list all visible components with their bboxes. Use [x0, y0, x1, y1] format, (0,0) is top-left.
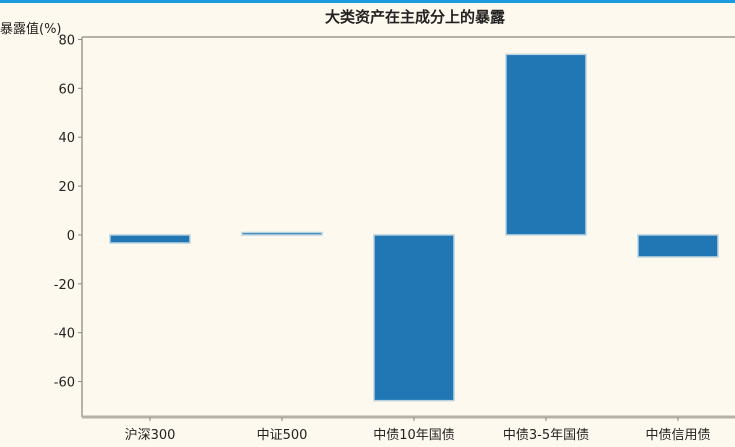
y-tick-label: 40 [58, 131, 75, 146]
y-tick-label: 0 [67, 229, 75, 244]
bar-4 [637, 234, 719, 258]
y-tick-label: -60 [54, 376, 75, 391]
x-tick-label: 沪深300 [125, 427, 176, 443]
y-tick-label: 20 [58, 180, 75, 195]
bar-0 [109, 234, 191, 244]
y-tick-label: -20 [54, 278, 75, 293]
y-tick-label: 60 [58, 82, 75, 97]
chart-title: 大类资产在主成分上的暴露 [325, 8, 506, 26]
window-top-border [0, 0, 735, 3]
x-tick-label: 中债信用债 [645, 428, 710, 443]
bar-3 [505, 53, 587, 236]
bar-1 [241, 231, 323, 236]
x-tick-label: 中债3-5年国债 [503, 428, 589, 443]
y-axis-label: 暴露值(%) [0, 21, 62, 37]
y-tick-label: -40 [54, 327, 75, 342]
bar-2 [373, 234, 455, 402]
x-tick-label: 中债10年国债 [373, 428, 455, 443]
x-tick-label: 中证500 [257, 428, 308, 443]
y-tick-label: 80 [58, 33, 75, 48]
